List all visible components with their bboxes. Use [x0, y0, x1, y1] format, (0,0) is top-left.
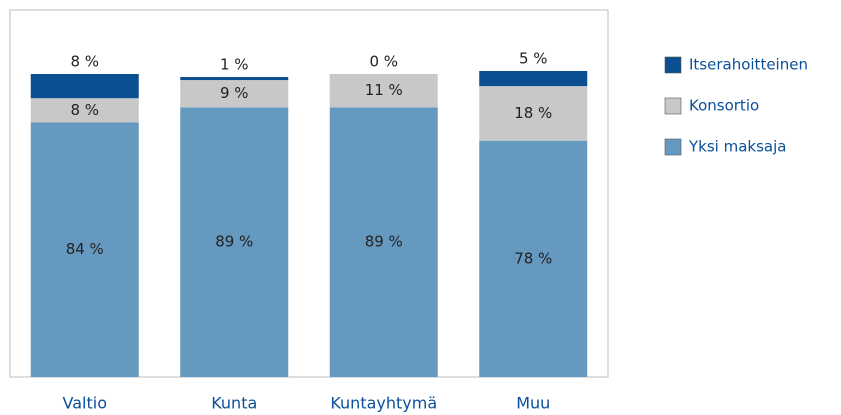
bar-segment — [30, 122, 139, 377]
value-label: 11 % — [365, 81, 403, 99]
value-label: 89 % — [215, 233, 253, 251]
value-label: 9 % — [220, 84, 249, 102]
legend-swatch — [664, 56, 682, 74]
value-label: 5 % — [519, 49, 548, 67]
plot-frame — [9, 9, 609, 378]
x-tick-label: Valtio — [63, 394, 107, 413]
value-label: 84 % — [66, 240, 104, 258]
x-tick-label: Muu — [516, 394, 550, 413]
value-label: 0 % — [369, 53, 398, 71]
bar-segment — [479, 70, 588, 87]
value-label: 8 % — [70, 101, 99, 119]
bar-segment — [479, 140, 588, 377]
bar-segment — [329, 74, 438, 108]
bar-segment — [329, 107, 438, 377]
bar-segment — [180, 80, 289, 108]
value-label: 8 % — [70, 53, 99, 71]
bar-segment — [30, 98, 139, 123]
bar-segment — [180, 77, 289, 81]
legend-label: Itserahoitteinen — [689, 56, 808, 74]
bar-segment — [479, 86, 588, 141]
legend-swatch — [664, 97, 682, 115]
x-tick-label: Kunta — [211, 394, 257, 413]
legend-label: Yksi maksaja — [688, 138, 786, 156]
legend-label: Konsortio — [689, 97, 759, 115]
x-tick-label: Kuntayhtymä — [330, 394, 437, 413]
bar-segment — [180, 107, 289, 377]
value-label: 78 % — [514, 249, 552, 267]
value-label: 18 % — [514, 104, 552, 122]
value-label: 1 % — [220, 56, 249, 74]
value-label: 89 % — [365, 233, 403, 251]
bar-segment — [30, 74, 139, 99]
legend-swatch — [664, 138, 682, 156]
